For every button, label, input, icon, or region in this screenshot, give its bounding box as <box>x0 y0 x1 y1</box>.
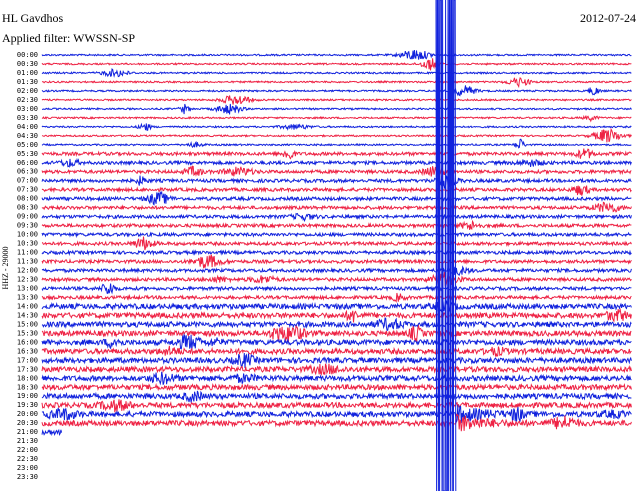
row-label: 03:30 <box>17 114 38 122</box>
trace <box>41 174 632 190</box>
row-label: 20:30 <box>17 419 38 427</box>
channel-label: HHZ - 29000 <box>1 246 10 289</box>
trace <box>41 157 632 168</box>
trace <box>41 68 632 78</box>
station-name: HL Gavdhos <box>2 11 64 25</box>
trace <box>41 352 632 369</box>
trace <box>41 236 632 251</box>
row-label: 06:30 <box>17 168 38 176</box>
trace <box>41 77 632 89</box>
row-label: 16:30 <box>17 347 38 355</box>
trace <box>41 254 632 269</box>
trace <box>41 272 632 287</box>
row-label: 03:00 <box>17 105 38 113</box>
row-label: 09:00 <box>17 213 38 221</box>
row-label: 11:00 <box>17 249 38 257</box>
row-label: 05:00 <box>17 141 38 149</box>
row-label: 02:00 <box>17 87 38 95</box>
trace <box>41 212 632 223</box>
row-label: 06:00 <box>17 159 38 167</box>
row-label: 14:30 <box>17 311 38 319</box>
trace <box>41 148 632 160</box>
trace <box>41 428 63 437</box>
trace <box>41 138 632 149</box>
trace <box>41 363 632 376</box>
row-label: 14:00 <box>17 302 38 310</box>
trace <box>41 300 632 315</box>
trace <box>41 382 632 392</box>
row-label: 13:00 <box>17 284 38 292</box>
row-label: 13:30 <box>17 293 38 301</box>
row-label: 22:30 <box>17 455 38 463</box>
row-label: 11:30 <box>17 258 38 266</box>
trace <box>41 292 632 303</box>
row-label: 16:00 <box>17 338 38 346</box>
trace <box>41 404 632 424</box>
row-label: 04:30 <box>17 132 38 140</box>
row-label: 22:00 <box>17 446 38 454</box>
row-label: 00:00 <box>17 51 38 59</box>
row-label: 04:00 <box>17 123 38 131</box>
trace <box>41 371 632 386</box>
trace <box>41 399 632 413</box>
trace <box>41 317 632 332</box>
row-label: 02:30 <box>17 96 38 104</box>
row-label: 17:00 <box>17 356 38 364</box>
trace <box>41 307 632 323</box>
row-label: 21:30 <box>17 437 38 445</box>
trace <box>41 249 632 257</box>
row-label: 12:00 <box>17 267 38 275</box>
row-label: 19:00 <box>17 392 38 400</box>
trace <box>41 103 632 115</box>
trace <box>41 413 632 432</box>
row-label: 19:30 <box>17 401 38 409</box>
trace <box>41 165 632 177</box>
row-label: 08:00 <box>17 195 38 203</box>
trace <box>41 231 632 239</box>
row-label: 07:00 <box>17 177 38 185</box>
row-label: 18:30 <box>17 383 38 391</box>
row-label: 15:30 <box>17 329 38 337</box>
row-label: 05:30 <box>17 150 38 158</box>
row-label: 18:00 <box>17 374 38 382</box>
trace <box>41 345 632 358</box>
row-label: 10:00 <box>17 231 38 239</box>
row-label: 07:30 <box>17 186 38 194</box>
row-label: 23:00 <box>17 464 38 472</box>
trace <box>41 219 632 230</box>
filter-label: Applied filter: WWSSN-SP <box>2 31 135 45</box>
trace <box>41 58 632 71</box>
date-label: 2012-07-24 <box>580 11 636 25</box>
trace <box>41 127 632 143</box>
trace <box>41 122 632 131</box>
trace <box>41 185 632 196</box>
row-label: 10:30 <box>17 240 38 248</box>
trace <box>41 85 632 97</box>
trace <box>41 50 632 60</box>
row-label: 01:00 <box>17 69 38 77</box>
trace <box>41 114 632 123</box>
trace <box>41 190 632 206</box>
row-label: 12:30 <box>17 276 38 284</box>
row-label: 08:30 <box>17 204 38 212</box>
row-label: 20:00 <box>17 410 38 418</box>
trace <box>41 265 632 277</box>
row-label: 15:00 <box>17 320 38 328</box>
traces <box>41 0 632 491</box>
row-label: 17:30 <box>17 365 38 373</box>
trace <box>41 390 632 403</box>
trace <box>41 324 632 342</box>
event-trace <box>435 0 457 491</box>
trace <box>41 95 632 105</box>
trace <box>41 333 632 351</box>
row-label: 00:30 <box>17 60 38 68</box>
row-label: 09:30 <box>17 222 38 230</box>
trace <box>41 283 632 295</box>
row-label: 01:30 <box>17 78 38 86</box>
row-label: 21:00 <box>17 428 38 436</box>
row-label: 23:30 <box>17 473 38 481</box>
trace <box>41 201 632 213</box>
